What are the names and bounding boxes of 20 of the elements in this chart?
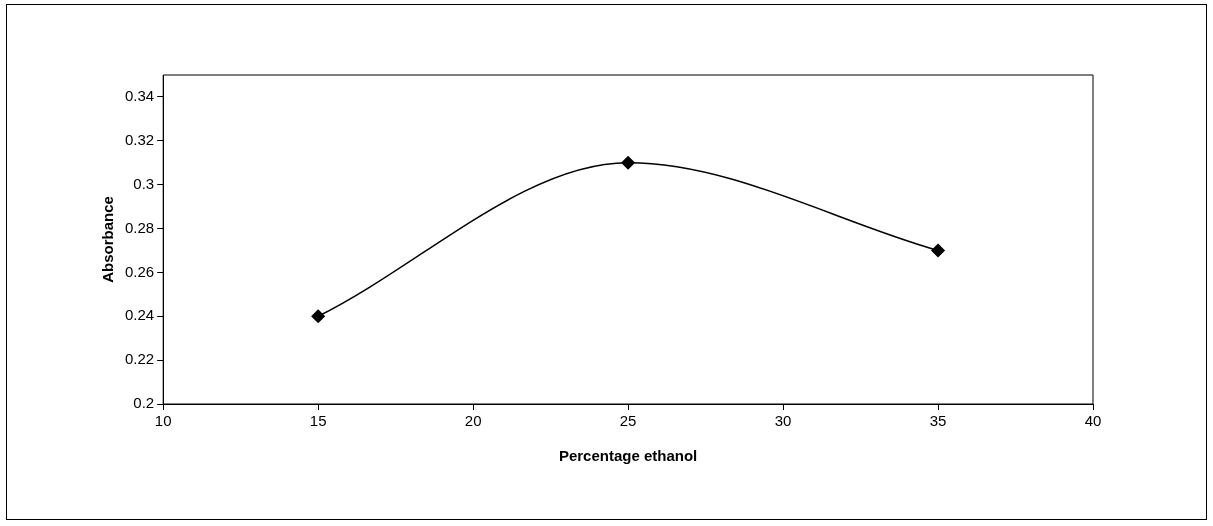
y-tick-label: 0.26: [124, 262, 155, 280]
x-tick-label: 35: [929, 412, 947, 430]
y-tick-label: 0.28: [124, 218, 155, 236]
x-tick-label: 20: [464, 412, 482, 430]
x-tick-label: 15: [309, 412, 327, 430]
x-tick-label: 10: [154, 412, 172, 430]
x-tick-label: 30: [774, 412, 792, 430]
y-tick-label: 0.34: [124, 87, 155, 105]
y-tick-label: 0.22: [124, 350, 155, 368]
point: [931, 243, 945, 258]
point: [311, 309, 325, 324]
y-tick-label: 0.24: [124, 306, 155, 324]
y-tick-label: 0.3: [133, 174, 155, 192]
y-axis-title: Absorbance: [99, 196, 117, 283]
x-tick-label: 25: [619, 412, 637, 430]
y-tick-label: 0.32: [124, 130, 155, 148]
x-tick-label: 40: [1084, 412, 1102, 430]
y-tick-label: 0.2: [133, 394, 155, 412]
point: [621, 155, 635, 170]
x-axis-title: Percentage ethanol: [558, 447, 698, 465]
